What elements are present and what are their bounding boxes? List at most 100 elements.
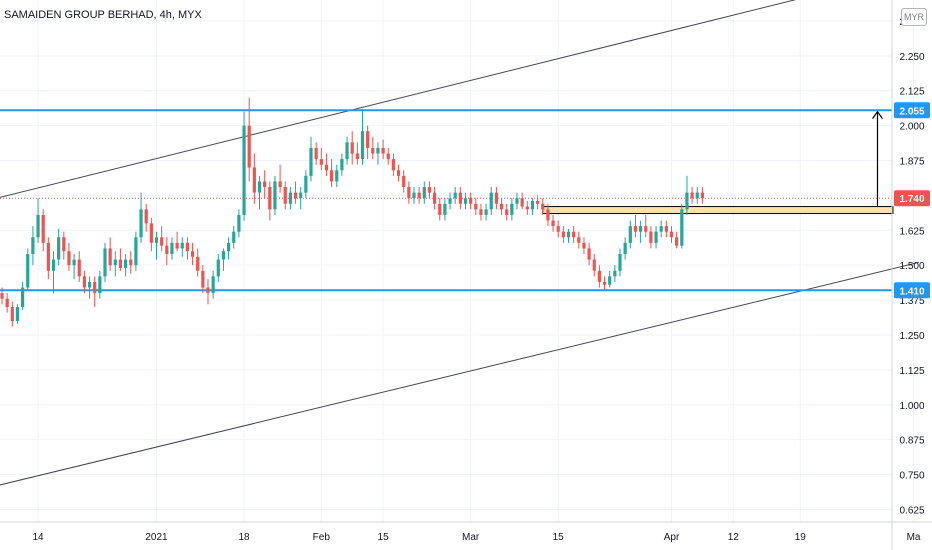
x-tick-label: 12 — [728, 532, 740, 543]
candle-body — [180, 242, 184, 249]
candle-body — [402, 175, 406, 188]
y-tick-label: 0.750 — [899, 471, 924, 482]
candle-body — [309, 147, 313, 176]
candle-body — [160, 237, 164, 246]
candle-body — [41, 214, 45, 243]
candle-body — [654, 231, 658, 243]
candle-body — [324, 164, 329, 171]
y-tick-label: 1.000 — [899, 401, 924, 412]
candle-body — [283, 187, 287, 204]
candle-body — [546, 209, 550, 221]
candle-body — [515, 198, 519, 204]
y-tick-label: 2.125 — [899, 87, 924, 98]
x-tick-label: 15 — [378, 532, 390, 543]
x-tick-label: 19 — [795, 532, 807, 543]
y-tick-label: 0.625 — [899, 505, 924, 516]
candle-body — [57, 237, 61, 260]
candle-body — [190, 251, 195, 257]
zone-rect — [542, 206, 894, 215]
candle-body — [36, 214, 40, 238]
candle-body — [26, 254, 30, 288]
price-badges: 2.055 1.410 1.740 — [894, 102, 930, 299]
candle-body — [242, 125, 246, 215]
candle-body — [196, 256, 200, 271]
candle-body — [561, 231, 565, 238]
candle-body — [67, 251, 71, 266]
x-tick-label: 14 — [32, 532, 44, 543]
candle-body — [505, 209, 509, 215]
candle-body — [396, 170, 401, 176]
candle-body — [608, 276, 612, 285]
candle-body — [21, 287, 25, 308]
candle-body — [304, 175, 308, 193]
x-tick-label: 15 — [553, 532, 565, 543]
candle-body — [77, 259, 81, 277]
candle-body — [211, 276, 215, 294]
candle-body — [108, 248, 112, 266]
candle-body — [592, 259, 596, 271]
candle-body — [345, 142, 349, 160]
candle-body — [51, 259, 56, 271]
candle-body — [386, 153, 390, 160]
candle-body — [129, 259, 133, 266]
candle-body — [407, 187, 411, 199]
candle-body — [690, 192, 694, 199]
candle-body — [355, 153, 359, 160]
candle-body — [572, 231, 576, 238]
arrow-head — [872, 110, 883, 120]
candle-body — [633, 226, 638, 232]
candle-body — [664, 226, 668, 232]
y-tick-label: 2.250 — [899, 52, 924, 63]
y-tick-label: 1.625 — [899, 226, 924, 237]
candle-body — [288, 192, 292, 204]
candle-body — [366, 131, 370, 148]
candle-body — [232, 231, 236, 243]
candle-body — [587, 248, 591, 260]
candle-body — [139, 209, 143, 238]
candle-body — [335, 170, 339, 182]
channel-lower-line — [0, 261, 919, 486]
x-tick-label: Ma — [907, 532, 921, 543]
candle-body — [489, 192, 493, 210]
candle-body — [134, 237, 138, 266]
level-badge-bg — [894, 282, 930, 299]
candle-body — [237, 214, 241, 232]
candle-body — [154, 237, 159, 243]
candle-body — [695, 192, 699, 199]
candle-body — [124, 259, 128, 268]
candle-body — [216, 259, 220, 277]
level-badge: 2.055 — [899, 106, 924, 117]
last-price-badge: 1.740 — [899, 194, 924, 205]
candle-body — [577, 237, 581, 243]
candle-body — [175, 242, 179, 249]
candles — [0, 97, 704, 327]
candle-body — [494, 192, 498, 204]
y-tick-label: 2.000 — [899, 122, 924, 133]
channel-upper-line — [0, 0, 797, 198]
candle-body — [31, 237, 35, 255]
candle-body — [278, 181, 282, 188]
candle-body — [87, 281, 92, 288]
candle-body — [484, 209, 488, 215]
candle-body — [299, 192, 303, 199]
candle-body — [252, 167, 256, 193]
candle-body — [113, 259, 117, 266]
candle-body — [360, 131, 365, 160]
candle-body — [15, 307, 20, 322]
candle-body — [613, 270, 617, 277]
candle-body — [530, 200, 535, 210]
candle-body — [597, 270, 601, 282]
candle-body — [268, 187, 272, 210]
candle-body — [376, 147, 380, 154]
candle-body — [659, 226, 663, 232]
y-tick-label: 1.875 — [899, 157, 924, 168]
currency-badge[interactable]: MYR — [901, 8, 927, 26]
candle-body — [618, 254, 622, 271]
last-price-badge-bg — [894, 190, 930, 207]
candle-body — [330, 170, 334, 182]
candle-body — [700, 192, 704, 199]
candle-body — [438, 203, 442, 215]
candle-body — [149, 223, 153, 243]
candle-body — [536, 200, 540, 204]
